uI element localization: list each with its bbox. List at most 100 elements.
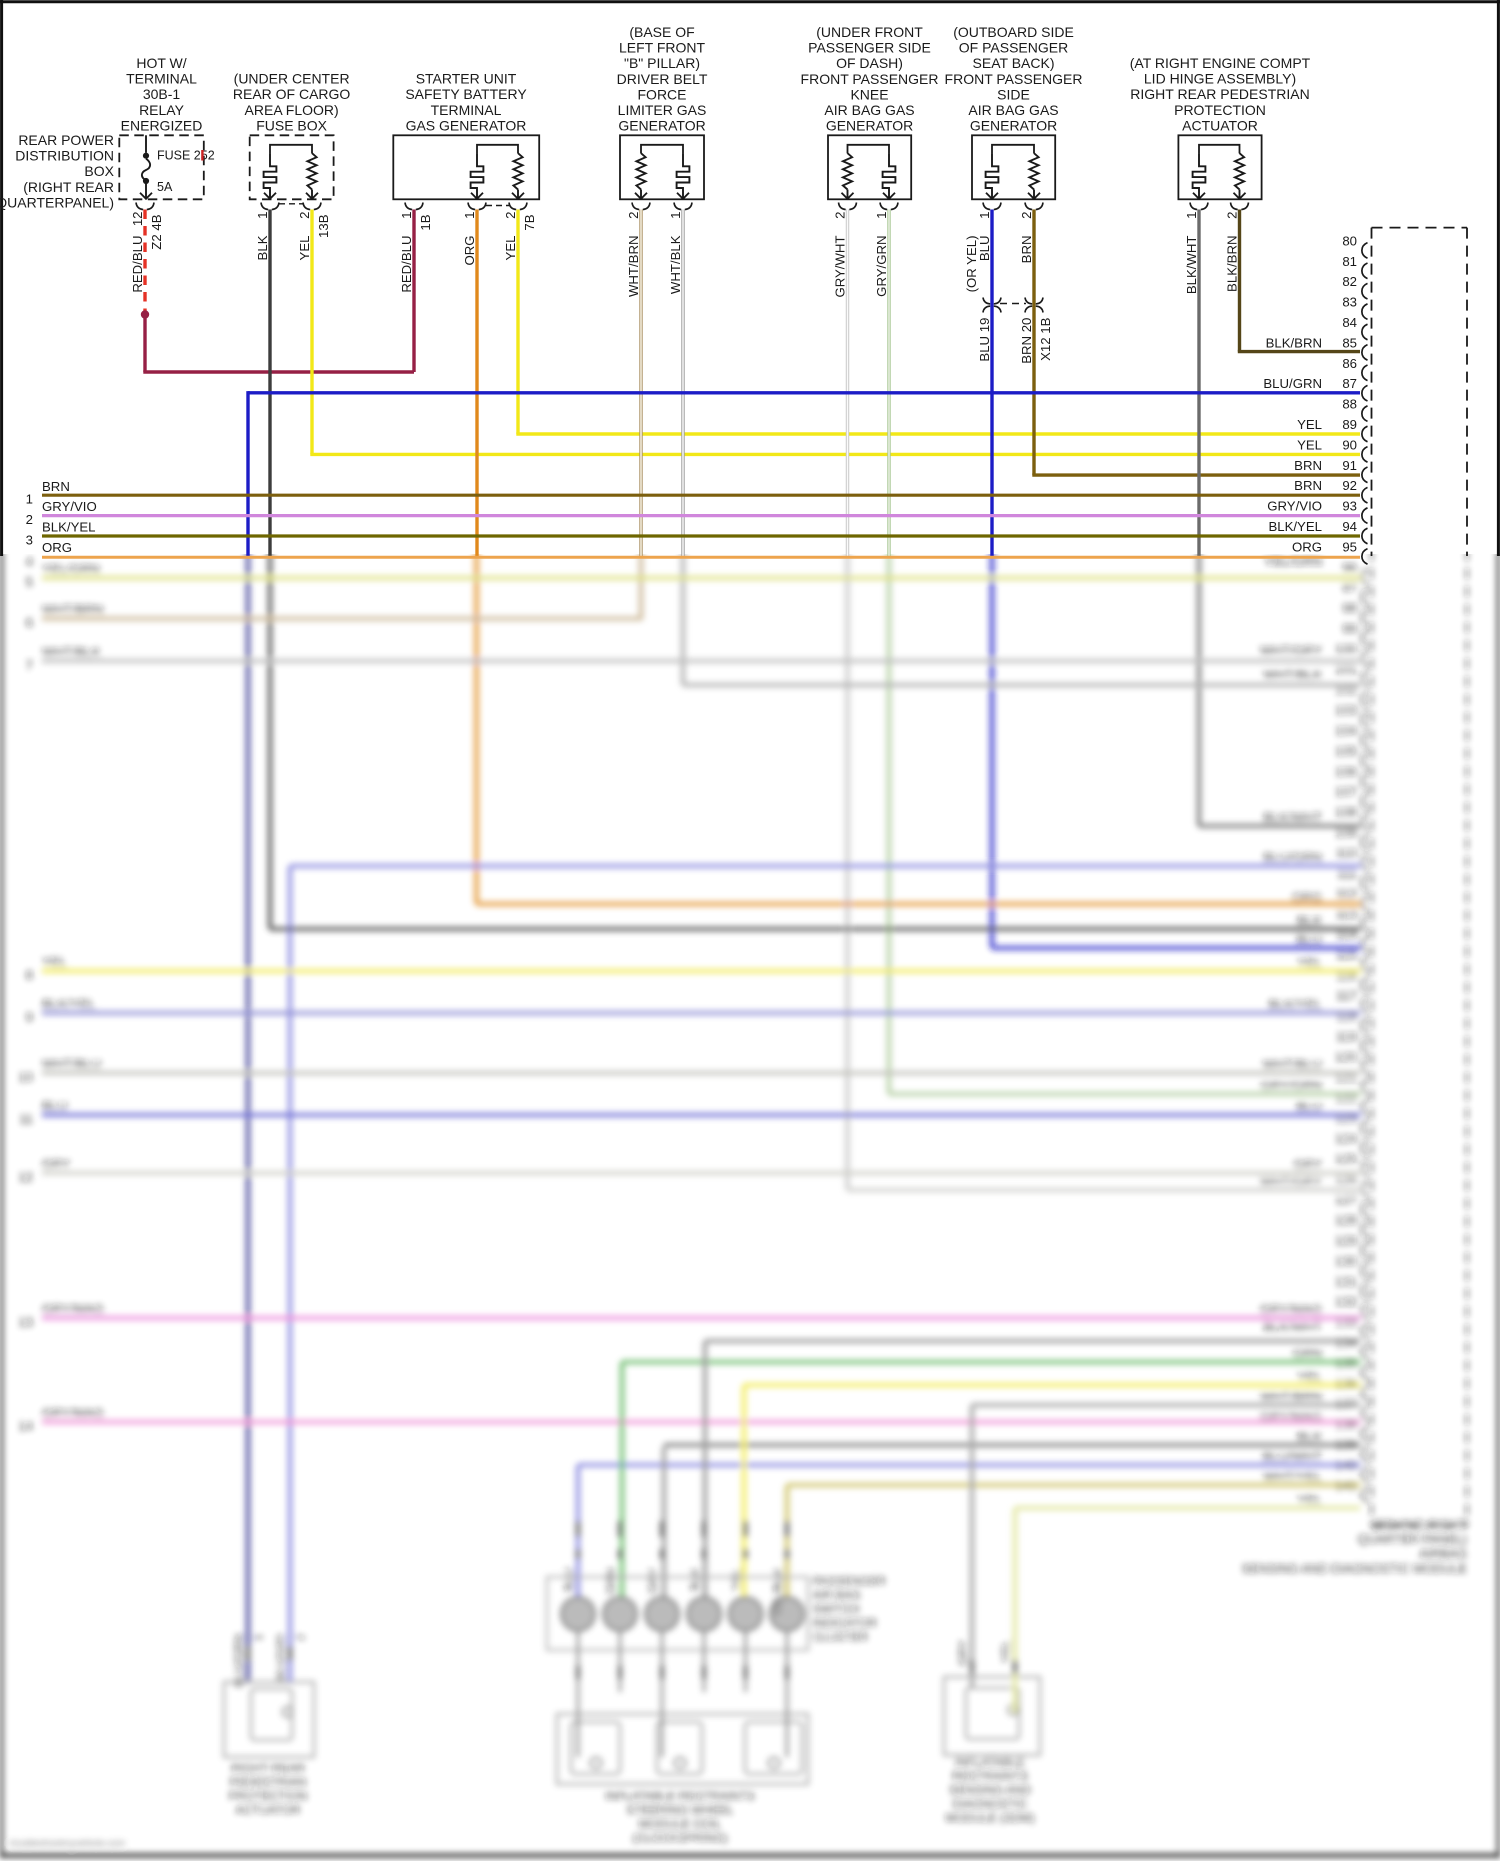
svg-text:LID HINGE ASSEMBLY): LID HINGE ASSEMBLY)	[1144, 71, 1296, 87]
svg-text:RIGHT REAR PEDESTRIAN: RIGHT REAR PEDESTRIAN	[1130, 86, 1309, 102]
svg-text:102: 102	[1335, 682, 1357, 697]
svg-text:WHT/BRN: WHT/BRN	[1260, 1389, 1322, 1404]
svg-text:127: 127	[1335, 1192, 1357, 1207]
svg-text:RELAY: RELAY	[139, 102, 185, 118]
svg-text:118: 118	[1336, 1009, 1357, 1024]
svg-text:STEERING WHEEL: STEERING WHEEL	[626, 1803, 734, 1817]
svg-text:5: 5	[26, 575, 33, 590]
svg-text:105: 105	[1335, 743, 1357, 758]
svg-text:125: 125	[1335, 1151, 1357, 1166]
svg-text:116: 116	[1336, 968, 1357, 983]
svg-text:12: 12	[18, 1170, 33, 1185]
svg-text:AIR BAG: AIR BAG	[812, 1588, 861, 1602]
svg-text:BLK: BLK	[1297, 1429, 1322, 1444]
svg-text:BLK/BRN: BLK/BRN	[1266, 335, 1322, 350]
svg-text:REAR OF CARGO: REAR OF CARGO	[233, 86, 351, 102]
svg-text:1B: 1B	[418, 214, 433, 230]
svg-text:AIR BAG GAS: AIR BAG GAS	[824, 102, 914, 118]
svg-text:troubleshootmyvehicle.com: troubleshootmyvehicle.com	[10, 1838, 125, 1849]
svg-text:2: 2	[833, 212, 848, 219]
svg-text:85: 85	[1342, 335, 1357, 350]
svg-text:TERMINAL: TERMINAL	[126, 71, 197, 87]
svg-text:ACTUATOR: ACTUATOR	[1182, 117, 1258, 133]
svg-text:6: 6	[26, 615, 33, 630]
svg-text:YEL: YEL	[1297, 955, 1322, 970]
svg-text:BLK/YEL: BLK/YEL	[42, 520, 96, 535]
svg-text:(UNDER CENTER: (UNDER CENTER	[234, 71, 350, 87]
svg-text:96: 96	[1342, 560, 1357, 575]
svg-text:14: 14	[18, 1419, 33, 1434]
svg-text:137: 137	[1335, 1396, 1357, 1411]
svg-text:BLK/WHT: BLK/WHT	[1263, 1319, 1322, 1334]
svg-text:BLU/GRN: BLU/GRN	[1263, 376, 1322, 391]
svg-text:GRY/MAG: GRY/MAG	[1260, 1302, 1322, 1317]
svg-text:(CLOCKSPRING): (CLOCKSPRING)	[632, 1831, 727, 1845]
svg-text:WHT/GRY: WHT/GRY	[1260, 643, 1322, 658]
svg-text:WHT/BRN: WHT/BRN	[42, 602, 104, 617]
svg-text:PASSENGER: PASSENGER	[812, 1574, 886, 1588]
svg-text:(BEHIND RIGHT: (BEHIND RIGHT	[1373, 1518, 1468, 1532]
svg-text:GRY/MAG: GRY/MAG	[42, 1406, 104, 1421]
svg-text:84: 84	[1342, 315, 1357, 330]
svg-text:ORG: ORG	[42, 540, 72, 555]
svg-text:111: 111	[1337, 866, 1357, 881]
svg-text:BLK/YEL: BLK/YEL	[1268, 519, 1322, 534]
svg-text:SENSING AND DIAGNOSTIC MODULE: SENSING AND DIAGNOSTIC MODULE	[1242, 1562, 1467, 1576]
svg-text:101: 101	[1335, 662, 1357, 677]
svg-text:122: 122	[1335, 1090, 1357, 1105]
svg-text:130: 130	[1335, 1253, 1357, 1268]
svg-text:BLU: BLU	[1296, 932, 1322, 947]
svg-text:GRY: GRY	[956, 1640, 970, 1666]
svg-text:QUARTERPANEL): QUARTERPANEL)	[0, 194, 114, 210]
svg-text:BLU/WHT: BLU/WHT	[1263, 1449, 1322, 1464]
svg-text:YEL: YEL	[1297, 437, 1322, 452]
svg-text:BLK: BLK	[255, 235, 270, 260]
svg-text:1: 1	[26, 492, 33, 507]
svg-text:BLU: BLU	[562, 1568, 576, 1591]
svg-text:YEL/BLK: YEL/BLK	[771, 1568, 785, 1617]
svg-text:YEL: YEL	[503, 236, 518, 261]
svg-text:(RIGHT REAR: (RIGHT REAR	[23, 179, 114, 195]
svg-text:RED/BLU: RED/BLU	[130, 236, 145, 293]
svg-text:104: 104	[1335, 723, 1357, 738]
svg-text:REAR POWER: REAR POWER	[18, 132, 114, 148]
svg-text:95: 95	[1342, 539, 1357, 554]
svg-text:80: 80	[1342, 233, 1357, 248]
svg-text:SENSING AND: SENSING AND	[949, 1783, 1031, 1797]
svg-text:1: 1	[668, 212, 683, 219]
svg-text:(BASE OF: (BASE OF	[629, 24, 694, 40]
svg-text:WHT/YEL: WHT/YEL	[1263, 1469, 1322, 1484]
svg-text:MODULE COIL: MODULE COIL	[639, 1817, 722, 1831]
svg-text:109: 109	[1335, 825, 1357, 840]
svg-text:91: 91	[1342, 458, 1357, 473]
svg-text:BLU: BLU	[42, 1099, 68, 1114]
svg-text:119: 119	[1336, 1029, 1357, 1044]
svg-text:100: 100	[1335, 641, 1357, 656]
svg-text:LEFT FRONT: LEFT FRONT	[619, 40, 706, 56]
svg-text:BLU: BLU	[977, 236, 992, 262]
svg-text:(UNDER FRONT: (UNDER FRONT	[816, 24, 923, 40]
svg-text:AREA FLOOR): AREA FLOOR)	[245, 102, 339, 118]
svg-text:SIDE: SIDE	[997, 86, 1030, 102]
svg-text:FUSE 252: FUSE 252	[157, 149, 215, 163]
svg-text:106: 106	[1335, 764, 1357, 779]
svg-text:WHT/BLK: WHT/BLK	[1263, 667, 1322, 682]
svg-text:BRN: BRN	[1294, 458, 1322, 473]
svg-text:1: 1	[251, 1634, 265, 1641]
svg-text:TERMINAL: TERMINAL	[431, 102, 502, 118]
svg-text:FRONT PASSENGER: FRONT PASSENGER	[945, 71, 1083, 87]
svg-text:11: 11	[19, 1112, 33, 1127]
svg-text:SAFETY BATTERY: SAFETY BATTERY	[405, 86, 527, 102]
svg-text:BRN: BRN	[1294, 478, 1322, 493]
svg-text:86: 86	[1342, 356, 1357, 371]
svg-text:BLK/WHT: BLK/WHT	[1263, 810, 1322, 825]
svg-text:97: 97	[1342, 580, 1357, 595]
svg-text:133: 133	[1335, 1315, 1357, 1330]
svg-text:2: 2	[1019, 212, 1034, 219]
svg-text:124: 124	[1335, 1131, 1357, 1146]
svg-text:126: 126	[1335, 1172, 1357, 1187]
svg-text:GRY: GRY	[1294, 1157, 1323, 1172]
svg-text:BLK/BRN: BLK/BRN	[1225, 236, 1240, 292]
svg-text:128: 128	[1335, 1213, 1357, 1228]
svg-text:AIRBAG: AIRBAG	[1419, 1547, 1467, 1561]
